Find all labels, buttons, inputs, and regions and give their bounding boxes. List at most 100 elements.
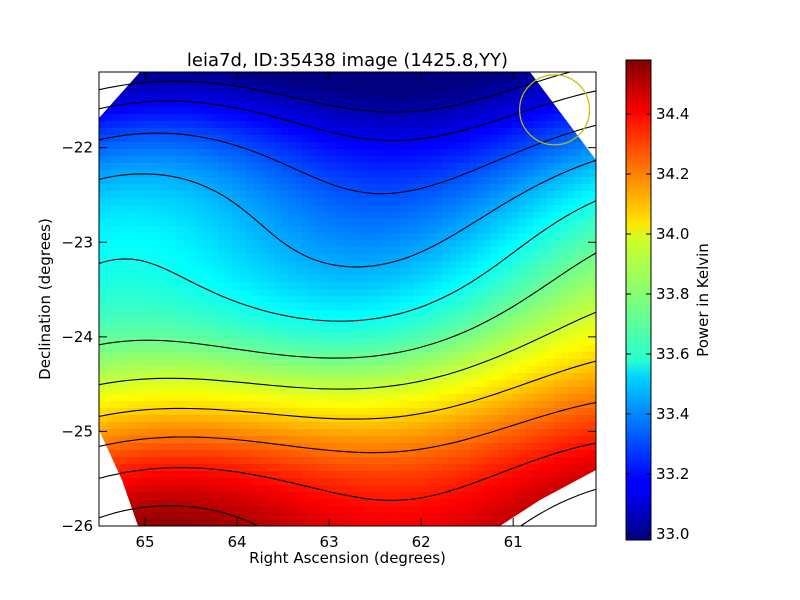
heatmap-cell — [526, 156, 534, 164]
heatmap-cell — [134, 86, 142, 94]
heatmap-cell — [407, 450, 415, 458]
heatmap-cell — [547, 296, 555, 304]
heatmap-cell — [337, 394, 345, 402]
heatmap-cell — [470, 485, 478, 493]
heatmap-cell — [456, 359, 464, 367]
heatmap-cell — [281, 275, 289, 283]
heatmap-cell — [386, 247, 394, 255]
heatmap-cell — [498, 436, 506, 444]
heatmap-cell — [379, 492, 387, 500]
heatmap-cell — [547, 492, 555, 500]
heatmap-cell — [204, 142, 212, 150]
heatmap-cell — [393, 436, 401, 444]
heatmap-cell — [148, 352, 156, 360]
heatmap-cell — [456, 226, 464, 234]
heatmap-cell — [407, 135, 415, 143]
heatmap-cell — [428, 450, 436, 458]
heatmap-cell — [477, 499, 485, 507]
heatmap-cell — [491, 93, 499, 101]
heatmap-cell — [400, 324, 408, 332]
heatmap-cell — [358, 128, 366, 136]
heatmap-cell — [386, 177, 394, 185]
heatmap-cell — [477, 191, 485, 199]
heatmap-cell — [239, 478, 247, 486]
heatmap-cell — [211, 275, 219, 283]
heatmap-cell — [134, 317, 142, 325]
heatmap-cell — [267, 135, 275, 143]
heatmap-cell — [575, 359, 583, 367]
heatmap-cell — [358, 303, 366, 311]
heatmap-cell — [113, 408, 121, 416]
heatmap-cell — [288, 457, 296, 465]
heatmap-cell — [414, 450, 422, 458]
heatmap-cell — [575, 415, 583, 423]
heatmap-cell — [428, 107, 436, 115]
heatmap-cell — [582, 296, 590, 304]
heatmap-cell — [393, 198, 401, 206]
heatmap-cell — [232, 212, 240, 220]
heatmap-cell — [260, 478, 268, 486]
heatmap-cell — [183, 247, 191, 255]
heatmap-cell — [344, 429, 352, 437]
heatmap-cell — [421, 317, 429, 325]
heatmap-cell — [372, 310, 380, 318]
heatmap-cell — [288, 310, 296, 318]
heatmap-cell — [414, 352, 422, 360]
heatmap-cell — [302, 401, 310, 409]
heatmap-cell — [421, 240, 429, 248]
heatmap-cell — [281, 359, 289, 367]
heatmap-cell — [113, 72, 121, 80]
heatmap-cell — [295, 100, 303, 108]
heatmap-cell — [246, 247, 254, 255]
heatmap-cell — [295, 170, 303, 178]
heatmap-cell — [379, 394, 387, 402]
heatmap-cell — [589, 184, 596, 192]
heatmap-cell — [491, 135, 499, 143]
heatmap-cell — [246, 457, 254, 465]
heatmap-cell — [414, 93, 422, 101]
heatmap-cell — [505, 324, 513, 332]
heatmap-cell — [491, 485, 499, 493]
heatmap-cell — [526, 268, 534, 276]
heatmap-cell — [540, 156, 548, 164]
heatmap-cell — [176, 331, 184, 339]
heatmap-cell — [519, 345, 527, 353]
heatmap-cell — [162, 338, 170, 346]
heatmap-cell — [232, 163, 240, 171]
heatmap-cell — [260, 457, 268, 465]
heatmap-cell — [393, 457, 401, 465]
heatmap-cell — [470, 471, 478, 479]
heatmap-cell — [456, 436, 464, 444]
heatmap-cell — [554, 107, 562, 115]
heatmap-cell — [400, 275, 408, 283]
heatmap-cell — [533, 359, 541, 367]
heatmap-cell — [162, 408, 170, 416]
heatmap-cell — [225, 408, 233, 416]
heatmap-cell — [435, 100, 443, 108]
heatmap-cell — [211, 212, 219, 220]
heatmap-cell — [540, 275, 548, 283]
heatmap-cell — [239, 492, 247, 500]
heatmap-cell — [365, 184, 373, 192]
heatmap-cell — [204, 233, 212, 241]
heatmap-cell — [400, 317, 408, 325]
heatmap-cell — [554, 415, 562, 423]
heatmap-cell — [540, 408, 548, 416]
heatmap-cell — [386, 93, 394, 101]
heatmap-cell — [358, 338, 366, 346]
heatmap-cell — [568, 513, 576, 521]
heatmap-cell — [470, 121, 478, 129]
heatmap-cell — [351, 366, 359, 374]
heatmap-cell — [379, 142, 387, 150]
heatmap-cell — [561, 240, 569, 248]
heatmap-cell — [99, 198, 107, 206]
heatmap-cell — [295, 177, 303, 185]
heatmap-cell — [589, 212, 596, 220]
heatmap-cell — [218, 352, 226, 360]
heatmap-cell — [134, 310, 142, 318]
heatmap-cell — [484, 72, 492, 80]
heatmap-cell — [498, 282, 506, 290]
heatmap-cell — [225, 359, 233, 367]
heatmap-cell — [435, 499, 443, 507]
heatmap-cell — [302, 233, 310, 241]
